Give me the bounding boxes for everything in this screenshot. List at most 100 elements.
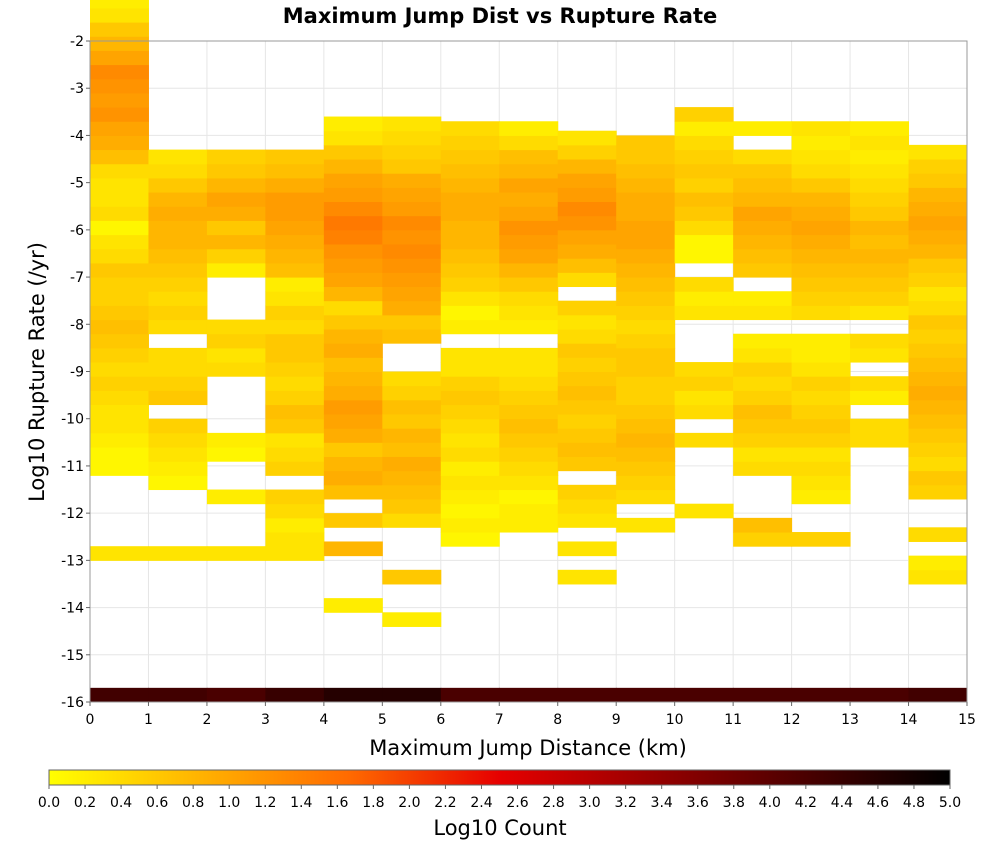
heatmap-cell — [265, 362, 325, 377]
heatmap-cell — [674, 206, 734, 221]
heatmap-cell — [733, 376, 793, 391]
heatmap-cell — [440, 163, 500, 179]
heatmap-cell — [90, 78, 149, 94]
heatmap-cell — [148, 447, 208, 462]
heatmap-cell — [791, 163, 851, 179]
heatmap-cell — [616, 418, 676, 434]
heatmap-cell — [499, 248, 559, 264]
heatmap-cell — [499, 220, 559, 236]
heatmap-cell — [440, 262, 500, 278]
heatmap-cell — [499, 432, 559, 448]
heatmap-cell — [206, 687, 266, 702]
heatmap-cell — [440, 362, 500, 377]
heatmap-cell — [323, 144, 383, 160]
heatmap-cell — [265, 149, 325, 165]
heatmap-cell — [616, 177, 676, 193]
heatmap-cell — [733, 532, 793, 547]
heatmap-cell — [674, 277, 734, 292]
heatmap-cell — [908, 687, 968, 702]
heatmap-cell — [206, 177, 266, 193]
heatmap-cell — [557, 385, 617, 401]
heatmap-cell — [382, 371, 442, 387]
heatmap-cell — [265, 404, 325, 420]
heatmap-cell — [850, 687, 910, 702]
heatmap-cell — [557, 187, 617, 203]
heatmap-cell — [616, 305, 676, 321]
heatmap-cell — [323, 541, 383, 557]
y-tick-label: -2 — [70, 34, 84, 50]
heatmap-cell — [440, 503, 500, 519]
heatmap-cell — [265, 248, 325, 264]
heatmap-cell — [850, 163, 910, 179]
heatmap-cell — [850, 206, 910, 221]
heatmap-cell — [148, 248, 208, 264]
heatmap-cell — [674, 305, 734, 321]
heatmap-cell — [265, 234, 325, 250]
heatmap-cell — [733, 390, 793, 406]
heatmap-cell — [382, 513, 442, 528]
heatmap-cell — [499, 177, 559, 193]
x-tick-label: 11 — [724, 712, 742, 728]
heatmap-cell — [908, 258, 968, 273]
heatmap-cell — [148, 220, 208, 236]
heatmap-cell — [908, 555, 968, 571]
heatmap-cell — [440, 489, 500, 505]
heatmap-cell — [791, 220, 851, 236]
heatmap-cell — [733, 404, 793, 420]
heatmap-cell — [850, 291, 910, 306]
colorbar-tick-label: 4.4 — [831, 795, 853, 811]
heatmap-cell — [382, 385, 442, 401]
heatmap-cell — [850, 234, 910, 250]
heatmap-cell — [733, 418, 793, 434]
heatmap-cell — [323, 201, 383, 217]
y-tick-label: -4 — [70, 128, 84, 144]
heatmap-cell — [499, 305, 559, 321]
heatmap-cell — [206, 546, 266, 561]
heatmap-cell — [499, 234, 559, 250]
heatmap-cell — [148, 262, 208, 278]
heatmap-cell — [382, 258, 442, 273]
heatmap-cell — [674, 177, 734, 193]
heatmap-cell — [674, 503, 734, 519]
colorbar-tick-label: 4.8 — [903, 795, 925, 811]
y-axis-title: Log10 Rupture Rate (/yr) — [25, 242, 49, 502]
heatmap-cell — [908, 385, 968, 401]
heatmap-cell — [90, 687, 149, 702]
x-tick-label: 14 — [900, 712, 918, 728]
heatmap-cell — [323, 258, 383, 273]
heatmap-cell — [265, 220, 325, 236]
heatmap-cell — [499, 517, 559, 533]
x-tick-label: 6 — [436, 712, 445, 728]
heatmap-cell — [206, 192, 266, 207]
heatmap-cell — [382, 272, 442, 288]
heatmap-cell — [440, 149, 500, 165]
heatmap-cell — [265, 305, 325, 321]
y-tick-label: -16 — [61, 695, 84, 711]
heatmap-cell — [265, 333, 325, 349]
heatmap-cell — [206, 362, 266, 377]
heatmap-cell — [382, 173, 442, 188]
heatmap-cell — [90, 333, 149, 349]
heatmap-cell — [616, 163, 676, 179]
colorbar — [48, 769, 951, 786]
x-tick-label: 13 — [841, 712, 859, 728]
heatmap-cell — [148, 234, 208, 250]
heatmap-cell — [791, 262, 851, 278]
heatmap-cell — [90, 262, 149, 278]
heatmap-cell — [557, 371, 617, 387]
colorbar-tick-label: 2.6 — [506, 795, 528, 811]
heatmap-cell — [148, 277, 208, 292]
heatmap-cell — [323, 456, 383, 472]
heatmap-cell — [557, 329, 617, 344]
heatmap-cell — [382, 428, 442, 443]
heatmap-cell — [733, 347, 793, 363]
heatmap-cell — [265, 163, 325, 179]
heatmap-cell — [499, 489, 559, 505]
colorbar-tick-label: 1.8 — [362, 795, 384, 811]
x-tick-label: 7 — [495, 712, 504, 728]
colorbar-tick-label: 2.8 — [542, 795, 564, 811]
heatmap-cell — [323, 513, 383, 528]
heatmap-cell — [323, 470, 383, 486]
heatmap-cell — [90, 347, 149, 363]
